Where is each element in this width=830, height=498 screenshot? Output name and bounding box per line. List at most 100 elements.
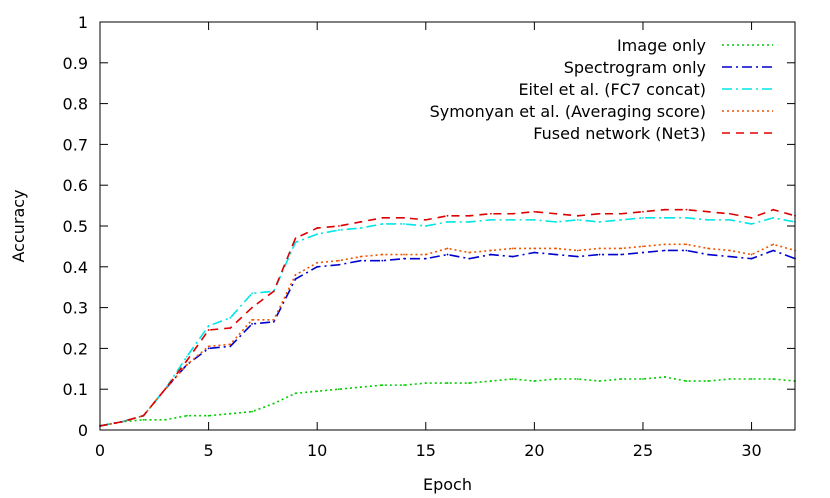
data-point — [468, 214, 471, 217]
data-point — [251, 410, 253, 413]
y-tick-label: 0.5 — [63, 217, 88, 236]
data-point — [424, 257, 427, 260]
legend: Image only Spectrogram only Eitel et al. (… — [430, 36, 773, 143]
x-tick-label: 30 — [741, 441, 761, 460]
data-point — [229, 316, 232, 319]
y-axis-label: Accuracy — [9, 189, 28, 262]
x-tick-label: 15 — [416, 441, 436, 460]
data-point — [555, 212, 557, 215]
data-point — [207, 414, 210, 417]
data-point — [316, 233, 319, 236]
data-point — [772, 249, 775, 252]
legend-item: Spectrogram only — [564, 58, 773, 77]
data-point — [750, 378, 753, 380]
data-point — [663, 208, 666, 211]
legend-item: Eitel et al. (FC7 concat) — [518, 80, 773, 99]
data-point — [316, 265, 319, 268]
data-point — [620, 378, 623, 380]
data-point — [533, 218, 536, 221]
data-point — [620, 253, 623, 256]
data-point — [750, 257, 753, 260]
data-point — [576, 218, 579, 221]
y-tick-label: 0 — [78, 421, 88, 440]
data-point — [490, 253, 492, 256]
data-point — [316, 390, 319, 393]
legend-item: Fused network (Net3) — [533, 124, 773, 143]
data-point — [251, 323, 253, 325]
data-point — [511, 247, 514, 250]
data-point — [490, 380, 492, 382]
data-point — [446, 253, 449, 256]
data-point — [229, 343, 232, 346]
x-axis-label: Epoch — [423, 475, 472, 494]
data-point — [316, 261, 319, 264]
data-point — [338, 259, 340, 262]
data-point — [576, 214, 579, 217]
y-tick-label: 0.2 — [63, 339, 88, 358]
data-point — [663, 216, 666, 219]
data-point — [555, 378, 557, 380]
y-tick-label: 0.9 — [63, 54, 88, 73]
data-point — [620, 247, 623, 250]
data-point — [468, 251, 471, 254]
data-point — [750, 253, 753, 256]
y-tick-label: 0.7 — [63, 135, 88, 154]
legend-item: Symonyan et al. (Averaging score) — [430, 102, 773, 121]
series-5 — [99, 208, 796, 427]
data-point — [663, 376, 666, 378]
y-tick-label: 0.4 — [63, 258, 88, 277]
x-tick-label: 5 — [204, 441, 214, 460]
data-point — [555, 221, 557, 223]
legend-item: Image only — [617, 36, 773, 55]
data-point — [424, 382, 427, 384]
data-point — [446, 382, 449, 384]
data-point — [772, 216, 775, 219]
data-point — [555, 247, 557, 250]
data-point — [338, 229, 340, 231]
data-point — [490, 212, 492, 215]
data-point — [598, 380, 601, 382]
data-point — [728, 218, 731, 221]
y-tick-label: 0.1 — [63, 380, 88, 399]
series-line — [99, 376, 796, 427]
data-point — [555, 253, 557, 256]
data-point — [338, 263, 340, 266]
data-point — [685, 216, 688, 219]
data-point — [294, 278, 297, 280]
data-point — [359, 386, 362, 389]
data-point — [468, 382, 471, 384]
y-tick-label: 0.6 — [63, 176, 88, 195]
data-point — [359, 227, 362, 229]
data-point — [772, 243, 775, 246]
data-point — [642, 210, 644, 213]
data-point — [511, 255, 514, 258]
data-point — [338, 388, 340, 391]
data-point — [533, 210, 536, 213]
data-point — [685, 243, 688, 246]
data-point — [251, 306, 253, 309]
data-point — [381, 223, 384, 225]
data-point — [359, 259, 362, 262]
data-point — [446, 221, 449, 223]
data-point — [185, 355, 188, 358]
data-point — [359, 221, 362, 223]
data-point — [468, 257, 471, 260]
legend-label: Eitel et al. (FC7 concat) — [518, 80, 706, 99]
y-tick-label: 1 — [78, 13, 88, 32]
data-point — [707, 253, 710, 256]
data-point — [272, 318, 275, 321]
data-point — [207, 325, 210, 327]
data-point — [272, 290, 275, 293]
data-point — [316, 227, 319, 229]
data-point — [164, 418, 167, 421]
data-point — [511, 378, 514, 380]
data-point — [707, 380, 710, 382]
x-tick-label: 0 — [95, 441, 105, 460]
data-point — [772, 378, 775, 380]
data-point — [576, 255, 579, 258]
data-point — [185, 359, 188, 362]
data-point — [272, 402, 275, 405]
data-point — [533, 251, 536, 254]
data-point — [533, 380, 536, 382]
